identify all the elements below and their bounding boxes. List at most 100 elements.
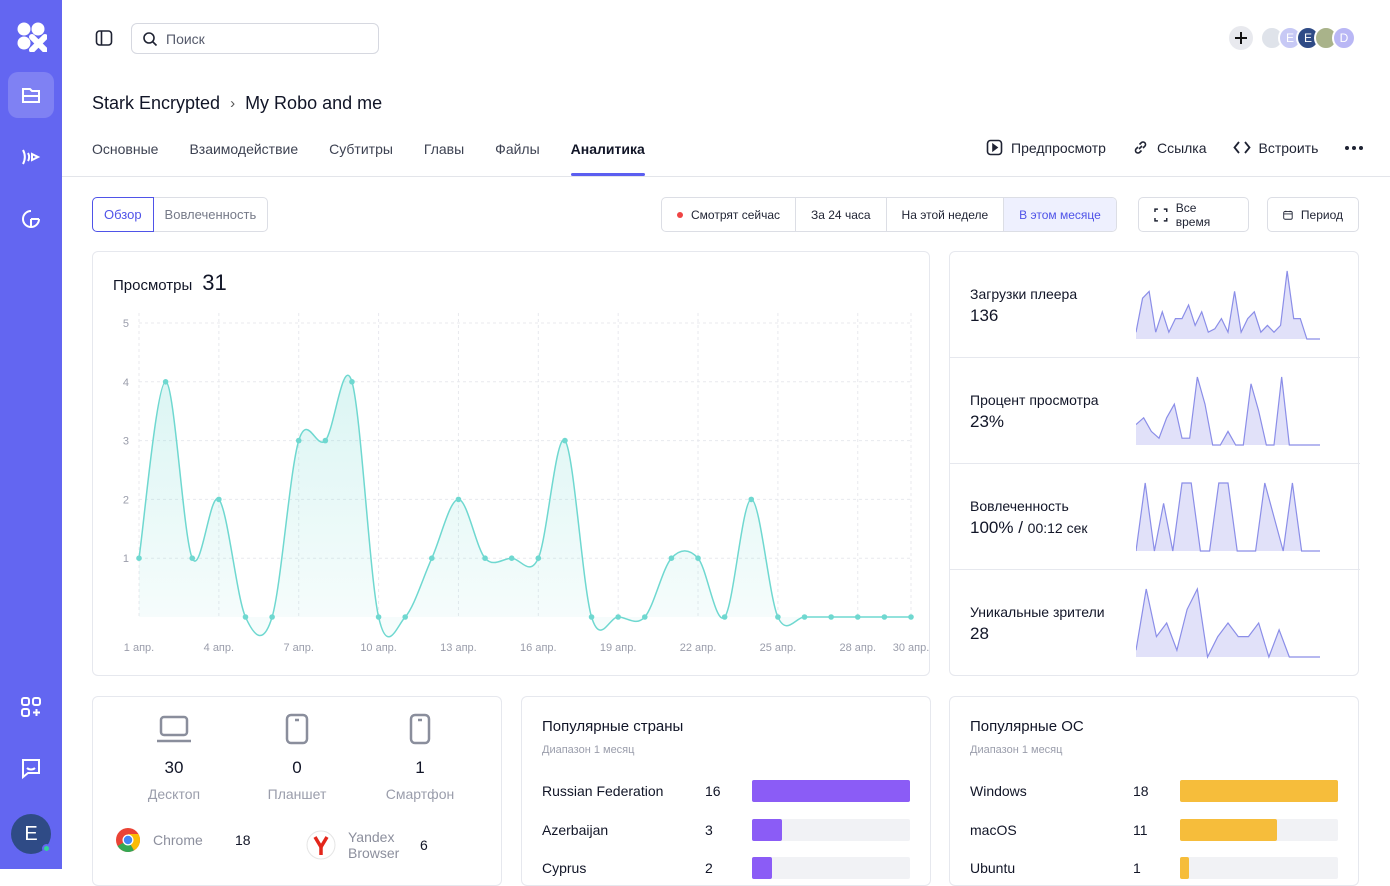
os-bar-track — [1180, 819, 1338, 841]
data-point[interactable] — [828, 614, 834, 620]
data-point[interactable] — [748, 496, 755, 503]
chat-icon[interactable] — [8, 745, 54, 791]
more-options-icon[interactable] — [1344, 145, 1364, 151]
broadcast-icon[interactable] — [8, 134, 54, 180]
device-count: 0 — [292, 758, 302, 777]
search-box[interactable] — [131, 23, 379, 54]
search-input[interactable] — [166, 30, 366, 47]
period-button[interactable]: Период — [1267, 197, 1359, 232]
collaborator-avatar[interactable]: D — [1332, 26, 1356, 50]
data-point[interactable] — [881, 614, 888, 620]
live-dot-icon — [677, 211, 683, 218]
data-point[interactable] — [295, 437, 302, 444]
add-collaborator-button[interactable] — [1229, 26, 1253, 50]
country-name: Azerbaijan — [542, 822, 609, 838]
link-button[interactable]: Ссылка — [1132, 139, 1207, 156]
os-bar-track — [1180, 780, 1338, 802]
library-icon[interactable] — [8, 72, 54, 118]
link-label: Ссылка — [1156, 139, 1207, 156]
tab-chapters[interactable]: Главы — [423, 141, 465, 157]
data-point[interactable] — [854, 614, 861, 620]
tab-main[interactable]: Основные — [92, 141, 159, 157]
engagement-toggle[interactable]: Вовлеченность — [152, 197, 269, 232]
os-count: 11 — [1133, 822, 1148, 838]
code-icon — [1232, 141, 1251, 154]
data-point[interactable] — [908, 614, 914, 620]
data-point[interactable] — [775, 614, 781, 620]
collaborators: E E D — [1229, 26, 1356, 50]
embed-button[interactable]: Встроить — [1232, 139, 1319, 156]
data-point[interactable] — [455, 496, 462, 503]
y-tick-label: 3 — [123, 436, 129, 448]
chrome-icon — [116, 828, 140, 853]
os-card: Популярные ОС Диапазон 1 месяц Windows 1… — [949, 696, 1359, 886]
data-point[interactable] — [402, 614, 409, 620]
data-point[interactable] — [535, 555, 542, 561]
data-point[interactable] — [721, 614, 728, 620]
tab-files[interactable]: Файлы — [495, 141, 540, 157]
breadcrumb: Stark Encrypted › My Robo and me — [92, 93, 382, 114]
yandex-icon — [306, 830, 336, 860]
analytics-icon[interactable] — [8, 196, 54, 242]
device-name: Десктоп — [147, 786, 201, 802]
range-week[interactable]: На этой неделе — [887, 198, 1005, 231]
header-actions: Предпросмотр Ссылка Встроить — [986, 139, 1390, 156]
range-live[interactable]: Смотрят сейчас — [662, 198, 796, 231]
tab-interaction[interactable]: Взаимодействие — [189, 141, 299, 157]
range-24h[interactable]: За 24 часа — [796, 198, 887, 231]
countries-card: Популярные страны Диапазон 1 месяц Russi… — [521, 696, 931, 886]
all-time-button[interactable]: Все время — [1138, 197, 1249, 232]
preview-button[interactable]: Предпросмотр — [986, 139, 1106, 156]
sparkline — [1136, 270, 1320, 340]
user-avatar[interactable]: E — [11, 814, 51, 854]
overview-toggle[interactable]: Обзор — [92, 197, 154, 232]
x-tick-label: 28 апр. — [839, 642, 876, 654]
data-point[interactable] — [801, 614, 808, 620]
data-point[interactable] — [668, 555, 675, 561]
embed-label: Встроить — [1258, 139, 1319, 156]
data-point[interactable] — [641, 614, 648, 620]
tabs-divider — [62, 176, 1390, 177]
range-selector: Смотрят сейчас За 24 часа На этой неделе… — [661, 197, 1117, 232]
data-point[interactable] — [588, 614, 595, 620]
country-count: 3 — [705, 822, 713, 838]
data-point[interactable] — [216, 496, 222, 503]
stat-unique-viewers: Уникальные зрители 28 — [950, 570, 1360, 676]
y-tick-label: 4 — [123, 377, 129, 389]
data-point[interactable] — [269, 614, 275, 620]
sparkline-area — [1136, 483, 1320, 551]
data-point[interactable] — [482, 555, 488, 561]
data-point[interactable] — [349, 379, 355, 385]
data-point[interactable] — [136, 555, 142, 561]
data-point[interactable] — [375, 614, 382, 620]
breadcrumb-parent[interactable]: Stark Encrypted — [92, 93, 221, 113]
country-bar — [752, 857, 772, 879]
x-tick-label: 10 апр. — [360, 642, 397, 654]
data-point[interactable] — [695, 555, 701, 561]
sidebar-toggle-icon[interactable] — [94, 28, 114, 48]
app-logo-icon[interactable] — [15, 20, 48, 53]
countries-title: Популярные страны — [542, 718, 684, 735]
data-point[interactable] — [508, 555, 515, 561]
data-point[interactable] — [189, 555, 196, 561]
country-bar-track — [752, 857, 910, 879]
tab-analytics[interactable]: Аналитика — [570, 138, 645, 176]
x-tick-label: 25 апр. — [760, 642, 797, 654]
tab-subtitles[interactable]: Субтитры — [329, 141, 393, 157]
data-point[interactable] — [429, 555, 435, 561]
data-point[interactable] — [242, 614, 249, 620]
range-month[interactable]: В этом месяце — [1004, 198, 1116, 231]
x-tick-label: 30 апр. — [893, 642, 929, 654]
os-count: 18 — [1133, 783, 1149, 799]
data-point[interactable] — [162, 379, 169, 385]
sparkline-line — [1136, 587, 1320, 659]
expand-icon — [1154, 207, 1168, 222]
stat-engagement: Вовлеченность 100% / 00:12 сек — [950, 464, 1360, 570]
period-label: Период — [1300, 207, 1343, 222]
apps-icon[interactable] — [8, 684, 54, 730]
calendar-icon — [1283, 210, 1293, 220]
data-point[interactable] — [562, 437, 568, 444]
tab-bar: Основные Взаимодействие Субтитры Главы Ф… — [92, 138, 676, 176]
data-point[interactable] — [322, 437, 329, 444]
data-point[interactable] — [615, 614, 621, 620]
